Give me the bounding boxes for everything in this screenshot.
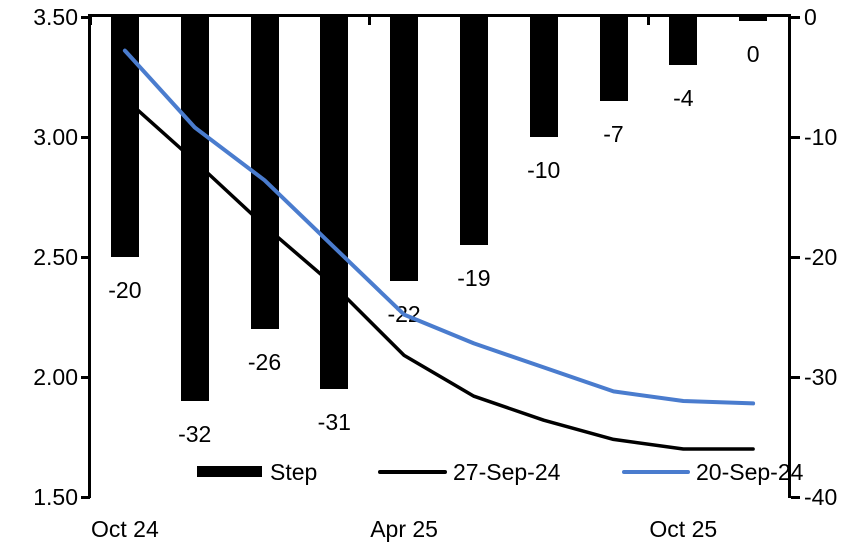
step-bar-data-label: -7: [603, 121, 624, 147]
step-bar: [390, 14, 419, 281]
right-axis-tick-label: -10: [804, 124, 838, 150]
left-axis-tick: [81, 136, 90, 139]
step-bar: [599, 14, 628, 101]
step-bar: [110, 14, 139, 257]
x-axis-label: Apr 25: [370, 516, 438, 542]
left-axis-tick: [81, 16, 90, 19]
left-axis-tick: [81, 496, 90, 499]
right-axis-tick: [791, 496, 800, 499]
step-bar: [250, 14, 279, 329]
x-axis-boundary-tick: [368, 17, 371, 25]
legend-label: Step: [270, 459, 318, 485]
legend-label: 27-Sep-24: [453, 459, 561, 485]
x-axis-label: Oct 25: [649, 516, 718, 542]
step-bar: [320, 14, 349, 389]
right-axis-tick-label: -40: [804, 484, 838, 510]
left-axis-tick-label: 2.50: [33, 244, 78, 270]
right-axis-tick: [791, 256, 800, 259]
step-bar-data-label: -4: [673, 85, 694, 111]
step-bar: [180, 14, 209, 401]
step-bar: [529, 14, 558, 137]
left-axis-tick: [81, 376, 90, 379]
step-bar: [459, 14, 488, 245]
legend-bar-swatch: [197, 466, 262, 477]
left-axis-tick-label: 1.50: [33, 484, 78, 510]
line-27-Sep-24: [123, 96, 755, 451]
x-axis-boundary-tick: [89, 17, 92, 25]
step-bar-data-label: -20: [108, 277, 142, 303]
step-bar-data-label: -32: [178, 421, 212, 447]
legend-label: 20-Sep-24: [696, 459, 804, 485]
x-axis-label: Oct 24: [91, 516, 159, 542]
x-axis-boundary-tick: [647, 17, 650, 25]
step-bar-data-label: 0: [746, 41, 760, 67]
step-bar: [739, 14, 768, 21]
left-axis-tick-label: 3.50: [33, 4, 78, 30]
right-axis-tick: [791, 136, 800, 139]
step-bar-data-label: -22: [387, 301, 421, 327]
right-axis-line: [788, 14, 791, 498]
left-axis-tick-label: 3.00: [33, 124, 78, 150]
legend-line-swatch: [622, 470, 690, 474]
step-bar: [669, 14, 698, 65]
left-axis-tick-label: 2.00: [33, 364, 78, 390]
right-axis-tick: [791, 16, 800, 19]
right-axis-tick-label: 0: [804, 4, 817, 30]
right-axis-tick-label: -20: [804, 244, 838, 270]
x-axis-zero-line: [88, 14, 791, 17]
left-axis-tick: [81, 256, 90, 259]
step-bar-data-label: -31: [317, 409, 351, 435]
step-bar-data-label: -10: [527, 157, 561, 183]
legend-line-swatch: [378, 470, 447, 474]
line-20-Sep-24: [122, 48, 756, 406]
step-bar-data-label: -26: [247, 349, 282, 375]
right-axis-tick-label: -30: [804, 364, 838, 390]
right-axis-tick: [791, 376, 800, 379]
step-bar-data-label: -19: [457, 265, 491, 291]
